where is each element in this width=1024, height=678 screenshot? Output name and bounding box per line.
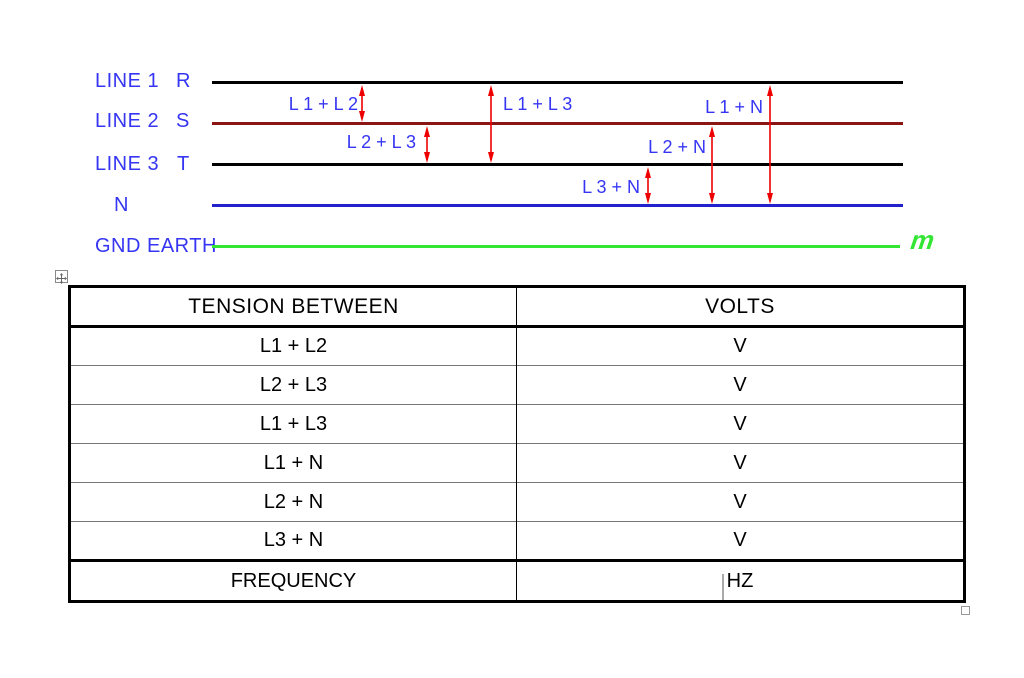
volts-cell[interactable]: V: [733, 490, 747, 513]
table-move-handle[interactable]: [55, 270, 68, 284]
earth-ground-icon: m: [908, 225, 937, 255]
dim-label-l3-n: L 3 + N: [582, 177, 640, 197]
table-row: L1 + L3 V: [69, 404, 965, 444]
line1-label: LINE 1: [95, 70, 160, 92]
volts-cell[interactable]: V: [733, 335, 747, 357]
line3-terminal: T: [177, 153, 190, 175]
header-volts[interactable]: VOLTS: [705, 294, 775, 318]
volts-cell[interactable]: V: [733, 412, 747, 435]
arrow-l3-n-icon: [645, 167, 651, 204]
dim-label-l1-l3: L 1 + L 3: [503, 94, 573, 114]
tension-cell[interactable]: L2 + L3: [69, 365, 517, 405]
earth-conductor: [212, 245, 900, 248]
table-header-row: TENSION BETWEEN VOLTS: [69, 286, 965, 327]
line3-label: LINE 3: [95, 153, 160, 175]
neutral-conductor: [212, 204, 903, 207]
line1-conductor: [212, 81, 903, 84]
tension-cell[interactable]: L1 + L2: [69, 326, 517, 366]
frequency-label-cell[interactable]: FREQUENCY: [69, 560, 517, 602]
table-row: L3 + N V: [69, 521, 965, 561]
arrow-l1-l2-icon: [359, 85, 365, 122]
table-row: L2 + N V: [69, 482, 965, 522]
dim-label-l1-l2: L 1 + L 2: [288, 94, 358, 114]
line3-conductor: [212, 163, 903, 166]
table-resize-handle[interactable]: [961, 606, 970, 615]
tension-cell[interactable]: L1 + L3: [69, 404, 517, 444]
tension-cell[interactable]: L2 + N: [69, 482, 517, 522]
dim-label-l2-n: L 2 + N: [648, 137, 706, 157]
arrow-l2-l3-icon: [424, 126, 430, 163]
volts-cell[interactable]: V: [733, 529, 747, 551]
measurement-table: TENSION BETWEEN VOLTS L1 + L2 V L2 + L3 …: [68, 285, 966, 603]
arrow-l2-n-icon: [709, 126, 715, 204]
line2-conductor: [212, 122, 903, 125]
header-tension-between[interactable]: TENSION BETWEEN: [69, 286, 517, 327]
frequency-row: FREQUENCY HZ: [69, 560, 965, 602]
volts-cell[interactable]: V: [733, 451, 747, 474]
line1-terminal: R: [176, 70, 191, 92]
line2-label: LINE 2: [95, 110, 160, 132]
table-row: L1 + N V: [69, 443, 965, 483]
text-cursor: [722, 574, 724, 600]
arrow-l1-n-icon: [767, 85, 773, 204]
dim-label-l1-n: L 1 + N: [705, 97, 763, 117]
tension-cell[interactable]: L3 + N: [69, 521, 517, 561]
table-row: L2 + L3 V: [69, 365, 965, 405]
arrow-l1-l3-icon: [488, 85, 494, 163]
move-cross-icon: [56, 273, 67, 284]
neutral-label: N: [114, 194, 129, 216]
dim-label-l2-l3: L 2 + L 3: [346, 132, 416, 152]
gnd-earth-label: GND EARTH: [95, 235, 217, 257]
volts-cell[interactable]: V: [733, 373, 747, 396]
line2-terminal: S: [176, 110, 190, 132]
table-row: L1 + L2 V: [69, 326, 965, 366]
frequency-value-cell[interactable]: HZ: [726, 569, 754, 592]
tension-cell[interactable]: L1 + N: [69, 443, 517, 483]
